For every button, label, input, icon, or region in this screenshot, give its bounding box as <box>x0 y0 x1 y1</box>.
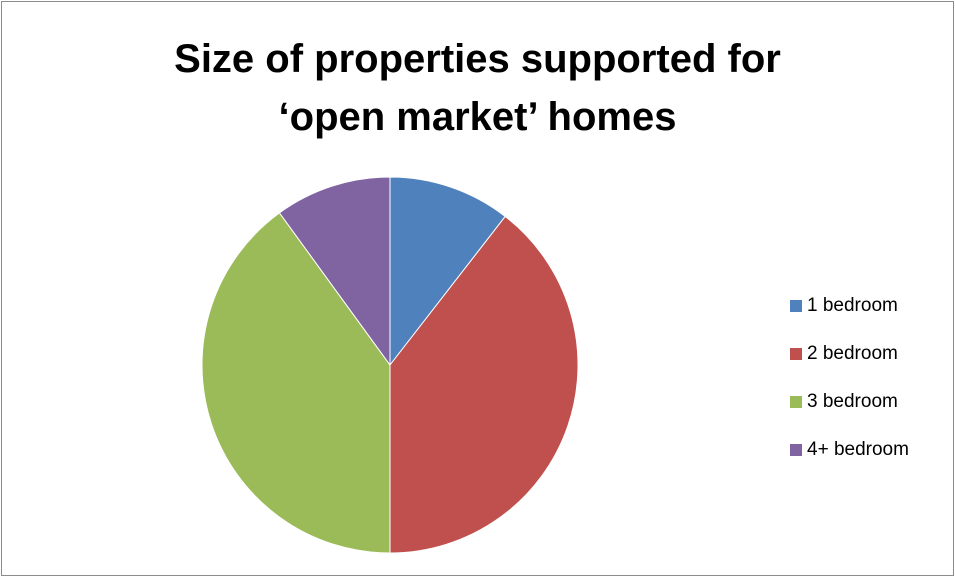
legend-swatch-3-bedroom <box>790 396 802 408</box>
legend-item-1-bedroom: 1 bedroom <box>790 282 909 330</box>
legend-swatch-2-bedroom <box>790 348 802 360</box>
pie-slice-4-plus-bedroom <box>278 176 391 367</box>
pie-slice-1-bedroom <box>389 176 506 367</box>
legend-item-2-bedroom: 2 bedroom <box>790 330 909 378</box>
legend-label-4-plus-bedroom: 4+ bedroom <box>807 439 909 460</box>
legend-swatch-1-bedroom <box>790 300 802 312</box>
chart-title-line-2: ‘open market’ homes <box>278 95 677 139</box>
legend-label-3-bedroom: 3 bedroom <box>807 391 898 412</box>
pie-slice-2-bedroom <box>389 215 579 554</box>
legend: 1 bedroom 2 bedroom 3 bedroom 4+ bedroom <box>790 282 909 474</box>
pie-slice-3-bedroom <box>201 212 391 554</box>
legend-label-2-bedroom: 2 bedroom <box>807 343 898 364</box>
chart-title-line-1: Size of properties supported for <box>174 37 781 81</box>
legend-label-1-bedroom: 1 bedroom <box>807 295 898 316</box>
chart-title: Size of properties supported for ‘open m… <box>0 30 955 146</box>
legend-item-4-plus-bedroom: 4+ bedroom <box>790 426 909 474</box>
legend-swatch-4-plus-bedroom <box>790 444 802 456</box>
legend-item-3-bedroom: 3 bedroom <box>790 378 909 426</box>
